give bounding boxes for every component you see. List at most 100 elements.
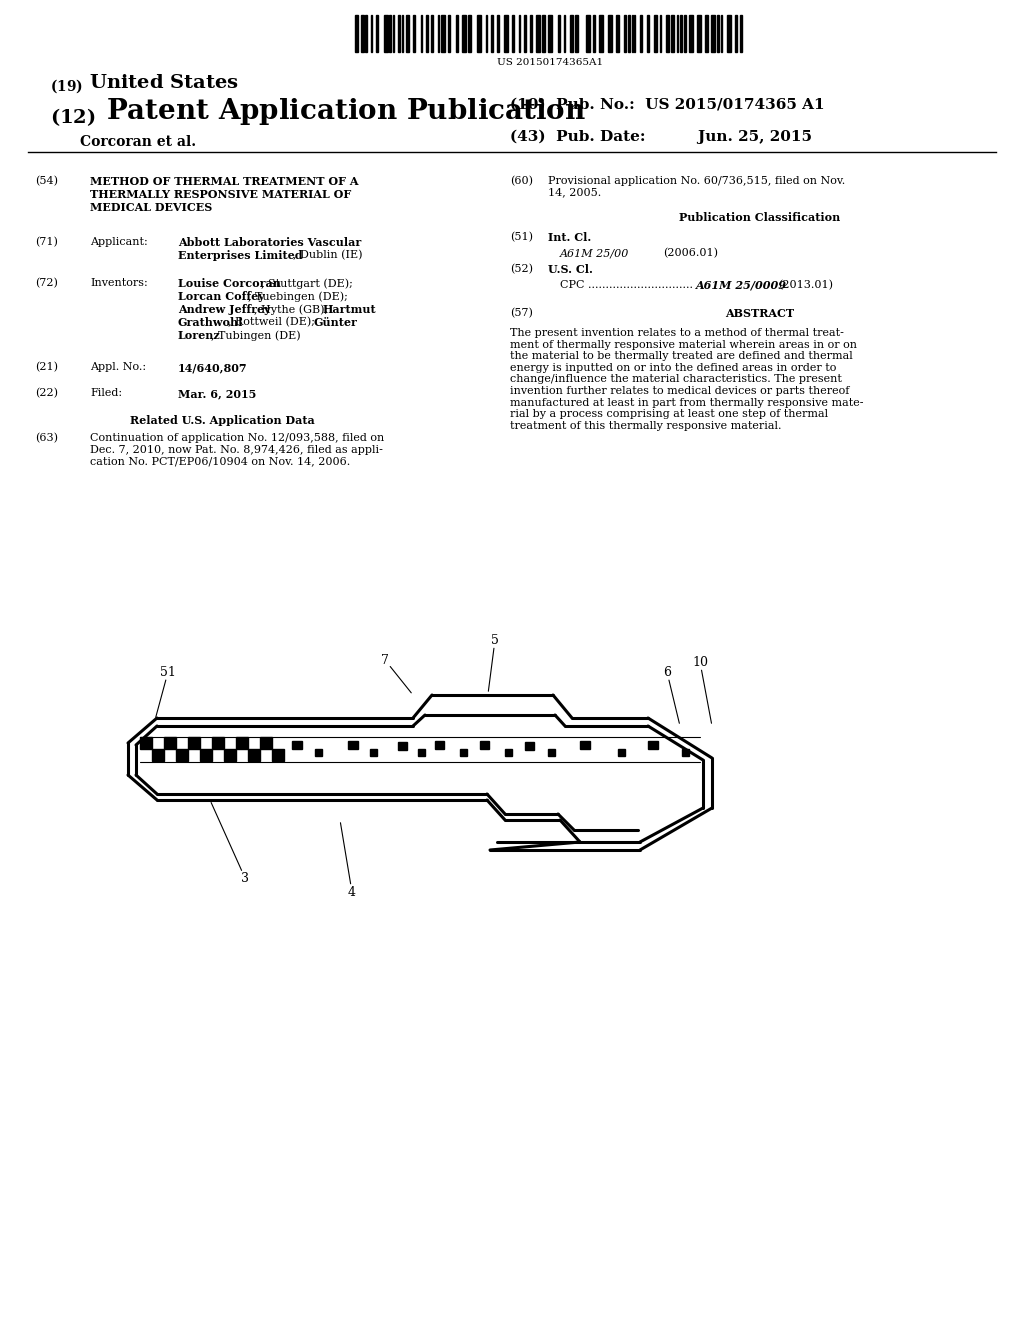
Text: Hartmut: Hartmut bbox=[323, 304, 377, 315]
Bar bbox=[548, 748, 555, 756]
Bar bbox=[536, 15, 540, 51]
Bar bbox=[628, 15, 630, 51]
Bar bbox=[370, 748, 377, 756]
Bar bbox=[460, 748, 467, 756]
Text: METHOD OF THERMAL TREATMENT OF A
THERMALLY RESPONSIVE MATERIAL OF
MEDICAL DEVICE: METHOD OF THERMAL TREATMENT OF A THERMAL… bbox=[90, 176, 358, 213]
Text: A61M 25/00: A61M 25/00 bbox=[560, 248, 630, 257]
Bar bbox=[497, 15, 499, 51]
Text: , Tuebingen (DE);: , Tuebingen (DE); bbox=[248, 290, 348, 301]
Bar bbox=[525, 742, 534, 750]
Bar bbox=[188, 737, 200, 748]
Text: 4: 4 bbox=[348, 886, 356, 899]
Text: Mar. 6, 2015: Mar. 6, 2015 bbox=[178, 388, 256, 399]
Bar bbox=[406, 15, 409, 51]
Bar bbox=[248, 748, 260, 762]
Text: Appl. No.:: Appl. No.: bbox=[90, 362, 146, 372]
Bar bbox=[717, 15, 719, 51]
Bar bbox=[413, 15, 415, 51]
Bar bbox=[705, 15, 708, 51]
Text: (57): (57) bbox=[510, 308, 532, 318]
Bar bbox=[365, 15, 367, 51]
Bar bbox=[505, 748, 512, 756]
Bar bbox=[624, 15, 626, 51]
Text: 7: 7 bbox=[381, 653, 389, 667]
Bar bbox=[449, 15, 450, 51]
Bar bbox=[468, 15, 471, 51]
Text: A61M 25/0009: A61M 25/0009 bbox=[696, 280, 787, 290]
Bar bbox=[593, 15, 595, 51]
Bar bbox=[361, 15, 364, 51]
Bar bbox=[548, 15, 552, 51]
Bar bbox=[462, 15, 466, 51]
Bar bbox=[384, 15, 388, 51]
Text: (63): (63) bbox=[35, 433, 58, 444]
Text: Louise Corcoran: Louise Corcoran bbox=[178, 279, 281, 289]
Bar bbox=[152, 748, 164, 762]
Text: (72): (72) bbox=[35, 279, 58, 288]
Bar bbox=[599, 15, 603, 51]
Bar bbox=[389, 15, 391, 51]
Bar bbox=[524, 15, 526, 51]
Bar bbox=[200, 748, 212, 762]
Bar bbox=[640, 15, 642, 51]
Bar bbox=[727, 15, 731, 51]
Bar bbox=[616, 15, 618, 51]
Text: (54): (54) bbox=[35, 176, 58, 186]
Bar bbox=[435, 741, 444, 748]
Text: (60): (60) bbox=[510, 176, 534, 186]
Text: Lorcan Coffey: Lorcan Coffey bbox=[178, 290, 265, 302]
Bar bbox=[586, 15, 590, 51]
Text: Inventors:: Inventors: bbox=[90, 279, 147, 288]
Bar bbox=[512, 15, 514, 51]
Bar bbox=[671, 15, 674, 51]
Text: 51: 51 bbox=[160, 665, 176, 678]
Text: , Dublin (IE): , Dublin (IE) bbox=[293, 249, 362, 260]
Text: (2006.01): (2006.01) bbox=[663, 248, 718, 259]
Text: 5: 5 bbox=[492, 634, 499, 647]
Text: (71): (71) bbox=[35, 238, 58, 247]
Text: Provisional application No. 60/736,515, filed on Nov.
14, 2005.: Provisional application No. 60/736,515, … bbox=[548, 176, 845, 198]
Bar bbox=[697, 15, 701, 51]
Bar bbox=[315, 748, 322, 756]
Text: Applicant:: Applicant: bbox=[90, 238, 147, 247]
Bar bbox=[648, 741, 658, 748]
Bar bbox=[348, 741, 358, 748]
Bar bbox=[164, 737, 176, 748]
Text: Publication Classification: Publication Classification bbox=[679, 213, 840, 223]
Bar bbox=[224, 748, 236, 762]
Text: $\mathregular{_{(19)}}$ United States: $\mathregular{_{(19)}}$ United States bbox=[50, 73, 240, 95]
Text: Lorenz: Lorenz bbox=[178, 330, 221, 341]
Bar bbox=[441, 15, 445, 51]
Bar bbox=[682, 748, 689, 756]
Text: , Hythe (GB);: , Hythe (GB); bbox=[254, 304, 332, 314]
Bar bbox=[426, 15, 428, 51]
Bar bbox=[647, 15, 649, 51]
Bar bbox=[260, 737, 272, 748]
Bar bbox=[504, 15, 508, 51]
Bar bbox=[398, 742, 407, 750]
Text: Int. Cl.: Int. Cl. bbox=[548, 232, 591, 243]
Text: Grathwohl: Grathwohl bbox=[178, 317, 244, 327]
Text: (51): (51) bbox=[510, 232, 534, 243]
Text: The present invention relates to a method of thermal treat-
ment of thermally re: The present invention relates to a metho… bbox=[510, 327, 863, 430]
Text: Enterprises Limited: Enterprises Limited bbox=[178, 249, 303, 261]
Text: (22): (22) bbox=[35, 388, 58, 399]
Bar bbox=[355, 15, 358, 51]
Text: (21): (21) bbox=[35, 362, 58, 372]
Bar bbox=[418, 748, 425, 756]
Bar bbox=[376, 15, 378, 51]
Bar bbox=[140, 737, 152, 748]
Bar bbox=[236, 737, 248, 748]
Text: (2013.01): (2013.01) bbox=[778, 280, 833, 290]
Text: 3: 3 bbox=[241, 871, 249, 884]
Text: $\mathregular{_{(12)}}$ Patent Application Publication: $\mathregular{_{(12)}}$ Patent Applicati… bbox=[50, 96, 586, 128]
Text: (52): (52) bbox=[510, 264, 534, 275]
Text: Abbott Laboratories Vascular: Abbott Laboratories Vascular bbox=[178, 238, 361, 248]
Bar bbox=[542, 15, 545, 51]
Bar bbox=[654, 15, 657, 51]
Bar bbox=[212, 737, 224, 748]
Bar bbox=[530, 15, 532, 51]
Text: Continuation of application No. 12/093,588, filed on
Dec. 7, 2010, now Pat. No. : Continuation of application No. 12/093,5… bbox=[90, 433, 384, 466]
Bar bbox=[398, 15, 400, 51]
Bar bbox=[456, 15, 458, 51]
